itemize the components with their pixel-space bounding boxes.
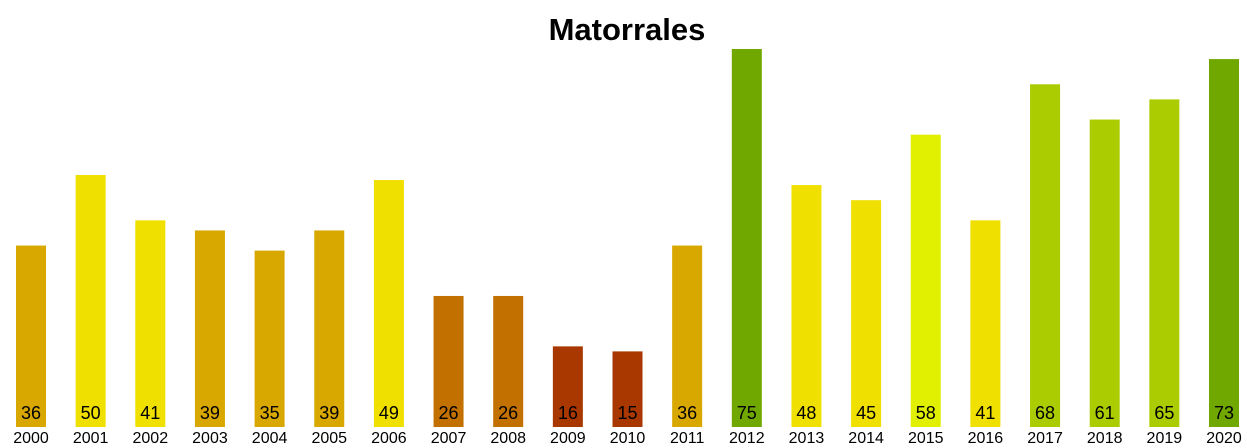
bar [970, 220, 1001, 427]
bar [672, 245, 703, 427]
x-tick-label: 2005 [311, 430, 347, 447]
x-tick-label: 2010 [610, 430, 646, 447]
value-label: 49 [379, 403, 399, 423]
bar [791, 185, 822, 427]
x-tick-label: 2019 [1147, 430, 1183, 447]
bar [910, 134, 941, 427]
value-label: 73 [1214, 403, 1234, 423]
bar [731, 49, 762, 427]
bar [493, 295, 524, 427]
value-label: 50 [81, 403, 101, 423]
bar [1149, 99, 1180, 428]
value-label: 26 [439, 403, 459, 423]
bar [373, 180, 404, 427]
value-label: 65 [1154, 403, 1174, 423]
bar [612, 351, 643, 427]
x-tick-label: 2014 [848, 430, 884, 447]
x-tick-label: 2003 [192, 430, 228, 447]
value-label: 45 [856, 403, 876, 423]
bar [1030, 84, 1061, 427]
value-label: 58 [916, 403, 936, 423]
x-tick-label: 2013 [789, 430, 825, 447]
bar [314, 230, 345, 427]
value-label: 41 [140, 403, 160, 423]
x-tick-label: 2007 [431, 430, 467, 447]
bar [254, 250, 285, 427]
bar [1209, 59, 1239, 428]
value-label: 68 [1035, 403, 1055, 423]
value-label: 39 [200, 403, 220, 423]
x-tick-label: 2012 [729, 430, 765, 447]
bar [135, 220, 166, 427]
x-tick-label: 2002 [133, 430, 169, 447]
x-tick-label: 2000 [13, 430, 49, 447]
x-tick-label: 2020 [1206, 430, 1242, 447]
value-label: 36 [677, 403, 697, 423]
bar [1089, 119, 1120, 427]
bar [851, 200, 882, 427]
value-label: 41 [975, 403, 995, 423]
bar [75, 175, 106, 427]
bar [552, 346, 583, 427]
bar [433, 295, 464, 427]
value-label: 61 [1095, 403, 1115, 423]
x-tick-label: 2009 [550, 430, 586, 447]
x-tick-label: 2018 [1087, 430, 1123, 447]
value-label: 16 [558, 403, 578, 423]
value-label: 48 [796, 403, 816, 423]
x-tick-label: 2016 [968, 430, 1004, 447]
x-tick-label: 2006 [371, 430, 407, 447]
value-label: 26 [498, 403, 518, 423]
value-label: 15 [617, 403, 637, 423]
x-tick-label: 2008 [490, 430, 526, 447]
x-tick-label: 2011 [670, 430, 705, 447]
value-label: 39 [319, 403, 339, 423]
bar [16, 245, 46, 427]
value-label: 36 [21, 403, 41, 423]
x-tick-label: 2001 [73, 430, 109, 447]
x-tick-label: 2017 [1027, 430, 1063, 447]
chart-title: Matorrales [549, 12, 706, 47]
value-label: 35 [260, 403, 280, 423]
x-tick-label: 2015 [908, 430, 944, 447]
bar [194, 230, 225, 427]
x-tick-label: 2004 [252, 430, 288, 447]
value-label: 75 [737, 403, 757, 423]
